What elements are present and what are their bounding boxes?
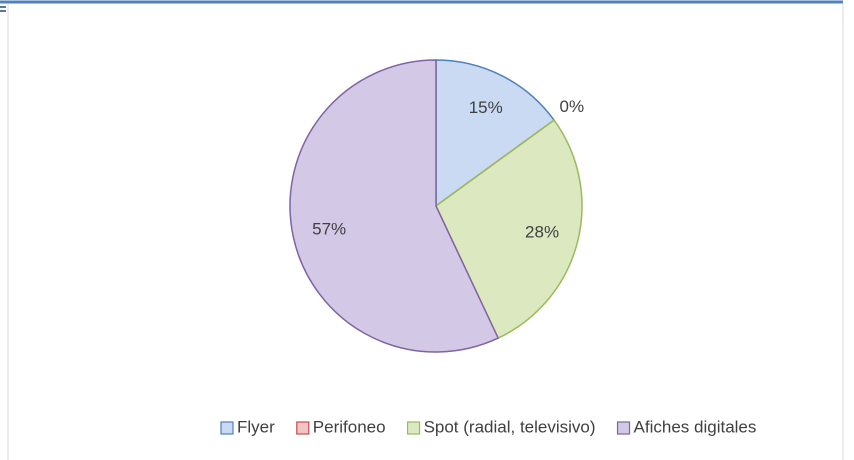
data-label: 0%	[560, 97, 585, 116]
data-label: 28%	[525, 223, 559, 242]
legend-marker	[220, 421, 234, 435]
legend-label: Flyer	[237, 417, 275, 436]
legend-label: Spot (radial, televisivo)	[424, 417, 596, 436]
legend-label: Perifoneo	[313, 417, 386, 436]
legend-marker	[616, 421, 631, 435]
pie-slice	[289, 59, 500, 353]
legend-label: Afiches digitales	[634, 417, 757, 436]
menu-icon	[0, 6, 6, 12]
legend-marker	[296, 421, 310, 435]
pie-slice	[435, 59, 556, 208]
data-label: 15%	[469, 98, 503, 117]
data-label: 57%	[312, 219, 346, 238]
pie-slice	[435, 119, 583, 340]
legend-marker	[406, 421, 421, 435]
